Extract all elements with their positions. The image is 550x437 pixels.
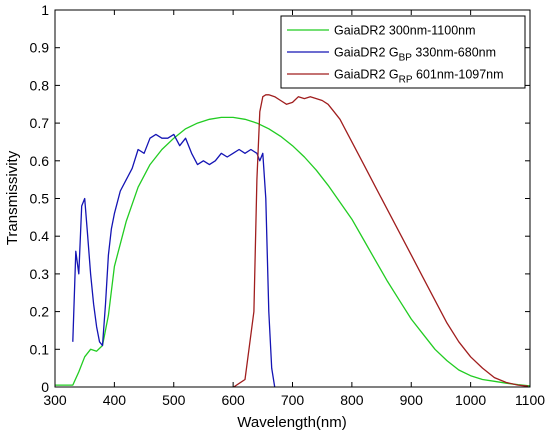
x-axis-title: Wavelength(nm) — [237, 414, 346, 431]
y-tick-label: 1 — [41, 2, 49, 18]
legend: GaiaDR2 300nm-1100nm GaiaDR2 GBP 330nm-68… — [280, 15, 526, 89]
axes-layer: 300 400 500 600 700 800 900 1000 1100 0 0.1 0.2 0.3 0… — [30, 2, 546, 408]
series-layer — [55, 94, 531, 388]
legend-label-rest: 300nm-1100nm — [389, 24, 476, 38]
legend-label: GaiaDR2 300nm-1100nm — [334, 24, 476, 38]
x-tick-label: 1000 — [455, 392, 486, 408]
x-tick-label: 1100 — [515, 392, 545, 408]
y-tick-label: 0.7 — [30, 115, 50, 131]
x-tick-label: 600 — [221, 392, 245, 408]
legend-label-base: GaiaDR2 G — [334, 46, 399, 60]
legend-label: GaiaDR2 GBP 330nm-680nm — [334, 46, 496, 64]
x-tick-label: 400 — [103, 392, 127, 408]
x-tick-label: 500 — [162, 392, 186, 408]
y-tick-label: 0 — [41, 379, 49, 395]
legend-label-base: GaiaDR2 G — [334, 68, 399, 82]
legend-label-base: GaiaDR2 — [334, 24, 389, 38]
legend-label-rest: 330nm-680nm — [412, 46, 496, 60]
legend-label: GaiaDR2 GRP 601nm-1097nm — [334, 68, 504, 86]
x-tick-label: 900 — [400, 392, 424, 408]
series-line-1 — [72, 133, 276, 388]
y-tick-label: 0.1 — [30, 341, 50, 357]
y-tick-label: 0.9 — [30, 40, 50, 56]
legend-label-subscript: BP — [399, 53, 413, 64]
legend-label-subscript: RP — [399, 75, 413, 86]
x-tick-label: 800 — [340, 392, 364, 408]
y-tick-label: 0.3 — [30, 266, 50, 282]
y-tick-label: 0.5 — [30, 191, 50, 207]
x-tick-label: 300 — [43, 392, 67, 408]
y-tick-label: 0.8 — [30, 77, 50, 93]
series-line-2 — [233, 94, 529, 388]
legend-label-rest: 601nm-1097nm — [413, 68, 504, 82]
y-tick-label: 0.2 — [30, 304, 50, 320]
y-tick-label: 0.6 — [30, 153, 50, 169]
y-axis-title: Transmissivity — [4, 150, 21, 245]
y-tick-label: 0.4 — [30, 228, 50, 244]
series-line-0 — [55, 116, 531, 387]
x-tick-label: 700 — [281, 392, 305, 408]
